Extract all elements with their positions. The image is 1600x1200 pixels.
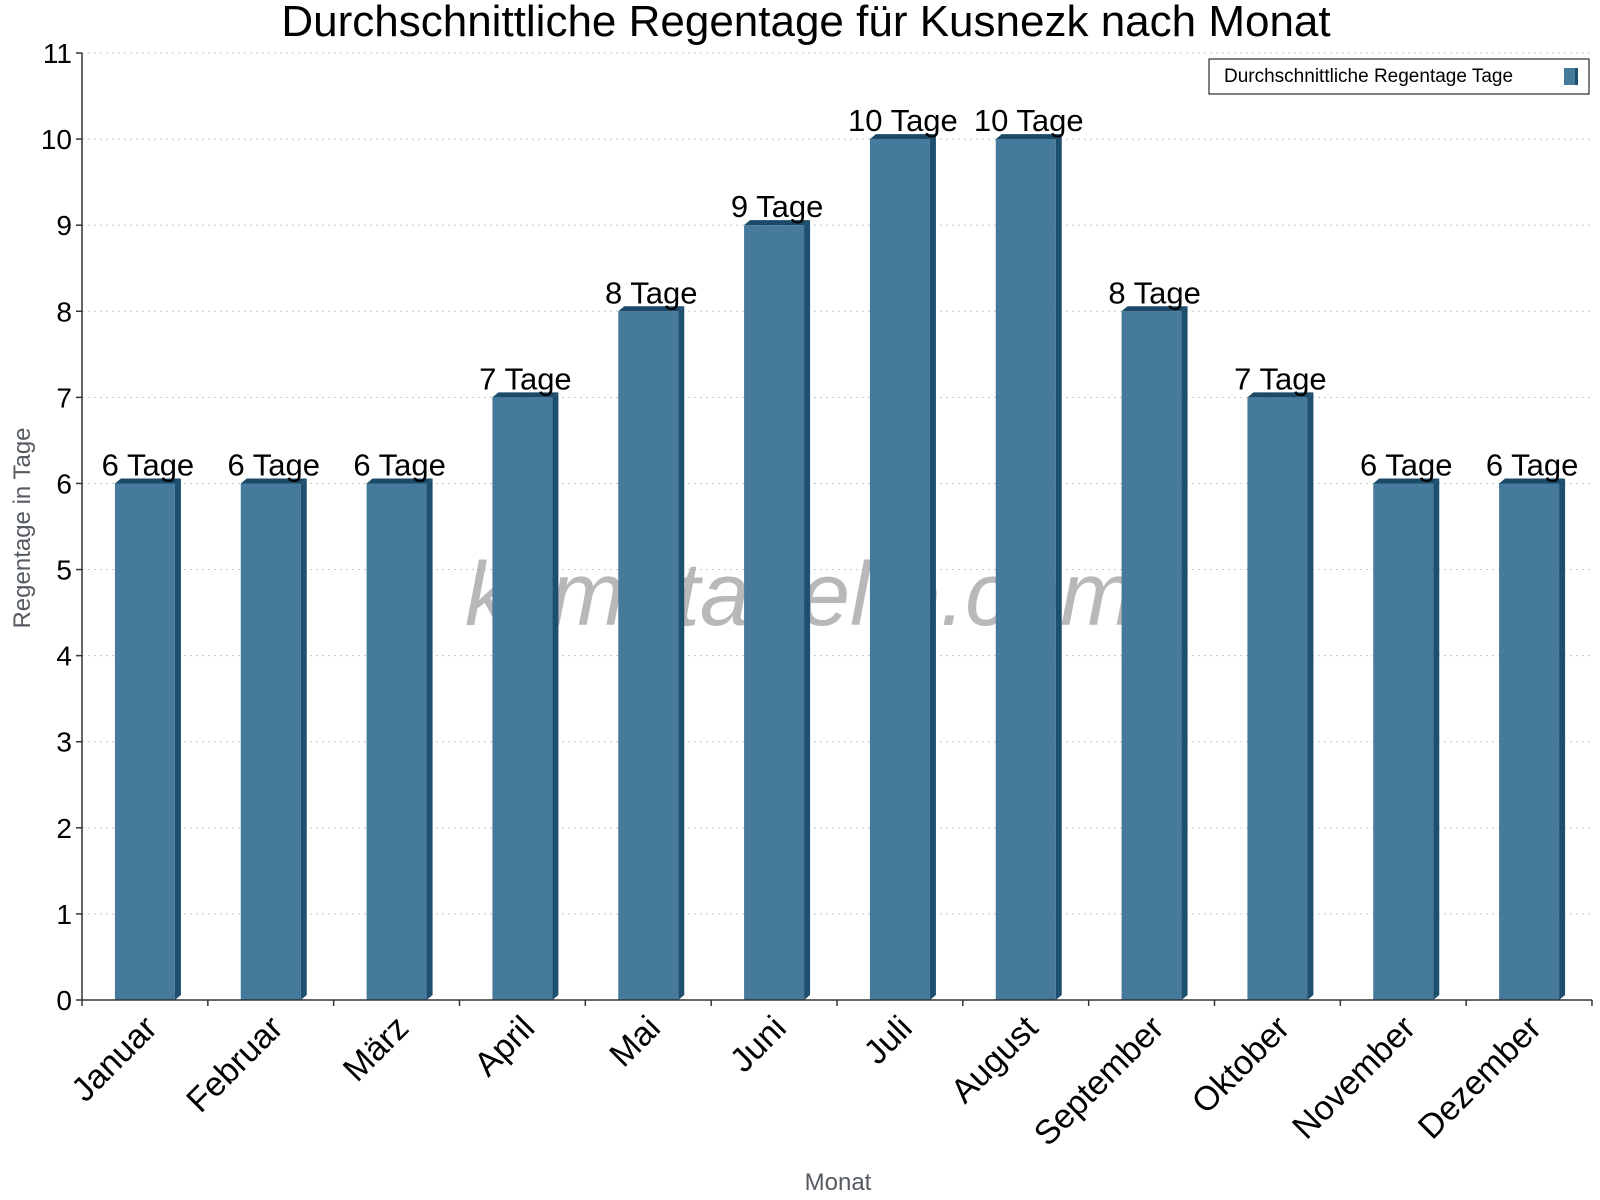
data-label: 6 Tage [227, 447, 320, 482]
y-tick-label: 10 [41, 124, 72, 155]
bar-side [804, 220, 811, 1000]
axes [76, 52, 1593, 1006]
bar [1121, 306, 1188, 1001]
bar-side [929, 134, 936, 1000]
bar-top [240, 478, 307, 484]
bar [618, 306, 685, 1001]
bar-side [1433, 478, 1440, 1000]
y-tick-label: 2 [56, 813, 72, 844]
bar-side [300, 478, 307, 1000]
x-tick-label: Dezember [1411, 1009, 1549, 1147]
data-label: 10 Tage [974, 103, 1084, 138]
bar-front [1121, 311, 1182, 1001]
bar-side [426, 478, 433, 1000]
legend-entry-label: Durchschnittliche Regentage Tage [1224, 66, 1513, 87]
bar-front [1247, 397, 1308, 1000]
bar [744, 220, 811, 1000]
chart-title: Durchschnittliche Regentage für Kusnezk … [281, 0, 1330, 46]
bar-top [366, 478, 433, 484]
bar-front [1499, 483, 1560, 1000]
bars [114, 134, 1566, 1001]
bar-top [869, 134, 936, 140]
bar-side [1307, 392, 1314, 1000]
x-tick-label: Januar [64, 1009, 164, 1109]
bar-top [1373, 478, 1440, 484]
bar-front [744, 225, 805, 1000]
bar-side [552, 392, 559, 1000]
x-tick-label: April [467, 1009, 542, 1084]
x-tick-label: Mai [602, 1009, 668, 1075]
legend-swatch [1564, 68, 1578, 85]
bar-side [1181, 306, 1188, 1001]
x-tick-label: November [1285, 1009, 1423, 1147]
x-tick-label: Juli [857, 1009, 920, 1072]
x-tick-label: Februar [179, 1009, 290, 1120]
bar-front [492, 397, 553, 1000]
bar-side [1559, 478, 1566, 1000]
data-label: 6 Tage [353, 447, 446, 482]
data-label: 7 Tage [1234, 361, 1327, 396]
bar-front [366, 483, 427, 1000]
x-tick-label: September [1027, 1009, 1171, 1153]
y-tick-label: 0 [56, 985, 72, 1016]
bar-front [618, 311, 679, 1001]
bar-top [1499, 478, 1566, 484]
x-tick-label: Juni [723, 1009, 794, 1080]
bar [366, 478, 433, 1000]
x-tick-label: März [336, 1009, 416, 1089]
bar-front [869, 139, 930, 1000]
bar-side [174, 478, 181, 1000]
y-axis-label: Regentage in Tage [9, 427, 36, 628]
y-tick-label: 7 [56, 382, 72, 413]
bar [114, 478, 181, 1000]
bar-top [492, 392, 559, 398]
bar-top [114, 478, 181, 484]
x-axis-label: Monat [805, 1169, 872, 1196]
y-tick-label: 6 [56, 468, 72, 499]
bar-side [1055, 134, 1062, 1000]
bar [1373, 478, 1440, 1000]
bar-top [1121, 306, 1188, 312]
legend-box [1208, 58, 1590, 95]
bar-front [995, 139, 1056, 1000]
bar-top [995, 134, 1062, 140]
data-label: 8 Tage [1108, 275, 1201, 310]
y-tick-label: 4 [56, 641, 72, 672]
data-label: 6 Tage [1360, 447, 1453, 482]
bar-top [618, 306, 685, 312]
bar-top [1247, 392, 1314, 398]
data-labels: 6 Tage 6 Tage 6 Tage 7 Tage 8 Tage 9 Tage 10 T… [102, 103, 1579, 482]
y-tick-label: 11 [43, 38, 72, 69]
bar [492, 392, 559, 1000]
y-tick-label: 9 [56, 210, 72, 241]
bar-side [678, 306, 685, 1001]
bar-top [744, 220, 811, 226]
legend: Durchschnittliche Regentage Tage [1208, 58, 1590, 95]
bar [1499, 478, 1566, 1000]
grid-lines [82, 52, 1592, 915]
bar-front [114, 483, 175, 1000]
y-tick-label: 8 [56, 296, 72, 327]
data-label: 10 Tage [848, 103, 958, 138]
y-tick-label: 3 [56, 727, 72, 758]
y-tick-labels: 0 1 2 3 4 5 6 7 8 9 10 11 [41, 38, 72, 1016]
bar [995, 134, 1062, 1000]
bar [1247, 392, 1314, 1000]
data-label: 6 Tage [102, 447, 195, 482]
bar-front [240, 483, 301, 1000]
data-label: 6 Tage [1486, 447, 1579, 482]
x-tick-label: August [944, 1008, 1046, 1110]
data-label: 8 Tage [605, 275, 698, 310]
y-tick-label: 1 [56, 899, 72, 930]
x-tick-labels: Januar Februar März April Mai Juni Juli AugustS… [64, 1008, 1549, 1153]
data-label: 7 Tage [479, 361, 572, 396]
y-tick-label: 5 [56, 555, 72, 586]
bar [240, 478, 307, 1000]
bar [869, 134, 936, 1000]
x-tick-label: Oktober [1185, 1009, 1297, 1121]
data-label: 9 Tage [731, 189, 824, 224]
bar-front [1373, 483, 1434, 1000]
